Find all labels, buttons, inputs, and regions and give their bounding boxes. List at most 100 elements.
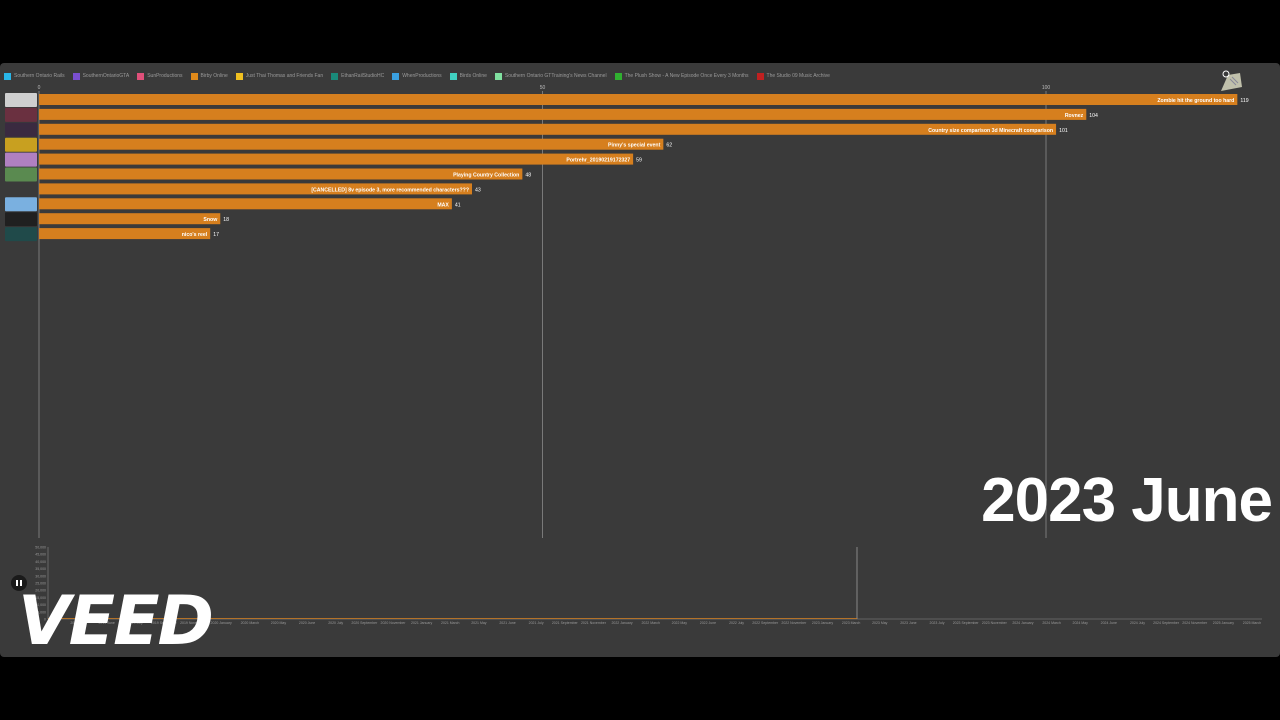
timeline-x-tick: 2023 July — [930, 621, 945, 625]
legend-label: The Plush Show - A New Episode Once Ever… — [624, 73, 749, 79]
legend-label: Southern Ontario GTTraining's News Chann… — [504, 73, 607, 79]
legend-item[interactable]: Southern Ontario GTTraining's News Chann… — [494, 72, 607, 80]
timeline-x-tick: 2025 March — [1243, 621, 1262, 625]
timeline-y-tick: 45,000 — [35, 553, 46, 557]
timeline-x-tick: 2019 June — [98, 621, 114, 625]
legend-label: The Studio 09 Music Archive — [766, 73, 830, 79]
legend-swatch — [614, 72, 622, 80]
timeline-x-tick: 2022 November — [781, 621, 807, 625]
bar-thumbnail — [5, 137, 37, 152]
timeline-x-tick: 2020 September — [351, 621, 378, 625]
legend-swatch — [449, 72, 457, 80]
legend-swatch — [756, 72, 764, 80]
timeline-x-tick: 2022 June — [700, 621, 716, 625]
timeline-x-tick: 2020 November — [381, 621, 407, 625]
legend-item[interactable]: The Plush Show - A New Episode Once Ever… — [614, 72, 749, 80]
timeline-x-tick: 2023 November — [982, 621, 1008, 625]
timeline-x-tick: 2023 May — [872, 621, 888, 625]
bar — [39, 213, 221, 225]
bar-thumbnail — [5, 167, 37, 182]
bar-label: Country size comparison 3d Minecraft com… — [928, 128, 1053, 134]
legend-item[interactable]: The Studio 09 Music Archive — [756, 72, 830, 80]
legend-swatch — [331, 72, 339, 80]
timeline-y-tick: 30,000 — [35, 574, 46, 578]
legend-label: Just Thai Thomas and Friends Fan — [245, 73, 324, 79]
legend-swatch — [72, 72, 80, 80]
legend-label: SouthernOntarioGTA — [82, 73, 130, 79]
timeline-x-tick: 2021 June — [499, 621, 515, 625]
period-label: 2023 June — [981, 466, 1273, 535]
timeline-x-tick: 2020 January — [211, 621, 232, 625]
x-tick-label: 0 — [38, 85, 41, 91]
x-tick-label: 100 — [1042, 85, 1051, 91]
bar-label: Portrehr_20190219172327 — [566, 158, 630, 164]
bar-label: Rovnez — [1065, 113, 1084, 119]
bar-label: Zombie hit the ground too hard — [1157, 98, 1234, 104]
timeline-x-tick: 2024 May — [1073, 621, 1089, 625]
legend-label: WhenProductions — [402, 73, 442, 79]
timeline-x-tick: 2020 March — [241, 621, 260, 625]
bar-value: 104 — [1089, 113, 1098, 119]
legend-item[interactable]: Birby Online — [190, 72, 228, 80]
timeline-y-tick: 20,000 — [35, 589, 46, 593]
bar — [39, 138, 664, 150]
timeline-x-tick: 2023 June — [900, 621, 916, 625]
timeline-x-tick: 2021 July — [529, 621, 544, 625]
timeline-x-tick: 2023 September — [953, 621, 980, 625]
bar-thumbnail — [5, 122, 37, 137]
timeline-x-tick: 2020 June — [299, 621, 315, 625]
bar-label: nico's reel — [182, 232, 208, 238]
bar-label: Playing Country Collection — [453, 173, 519, 179]
bar-label: Snow — [203, 217, 218, 223]
bar — [39, 123, 1057, 135]
bar-thumbnail — [5, 212, 37, 227]
watermark-logo: VEED — [18, 582, 214, 661]
legend-swatch — [494, 72, 502, 80]
legend-swatch — [190, 72, 198, 80]
bar — [39, 153, 634, 165]
timeline-x-tick: 2022 March — [641, 621, 660, 625]
legend-item[interactable]: Southern Ontario Rails — [4, 72, 65, 80]
timeline-y-tick: 0 — [44, 618, 46, 622]
legend-item[interactable]: SunProductions — [137, 72, 183, 80]
timeline-x-tick: 2024 September — [1153, 621, 1180, 625]
bar-value: 119 — [1240, 98, 1248, 104]
legend: Southern Ontario Rails SouthernOntarioGTA… — [4, 70, 1276, 82]
legend-swatch — [392, 72, 400, 80]
x-tick-label: 50 — [540, 85, 546, 91]
legend-item[interactable]: Just Thai Thomas and Friends Fan — [235, 72, 324, 80]
legend-item[interactable]: EthanRailStudioHC — [331, 72, 385, 80]
timeline-x-tick: 2019 November — [180, 621, 206, 625]
timeline-x-tick: 2021 March — [441, 621, 460, 625]
timeline-x-tick: 2024 June — [1101, 621, 1117, 625]
bar — [39, 183, 473, 195]
bar-thumbnail — [5, 152, 37, 167]
timeline-x-tick: 2024 January — [1012, 621, 1033, 625]
bar-value: 17 — [213, 232, 219, 238]
timeline-x-tick: 2020 July — [328, 621, 343, 625]
legend-item[interactable]: SouthernOntarioGTA — [72, 72, 130, 80]
bar-value: 101 — [1059, 128, 1068, 134]
legend-label: Southern Ontario Rails — [14, 73, 65, 79]
bar-value: 59 — [636, 158, 642, 164]
timeline-x-tick: 2024 November — [1182, 621, 1208, 625]
timeline-x-tick: 2019 July — [128, 621, 143, 625]
bar-label: MAX — [437, 202, 449, 208]
timeline-x-tick: 2019 May — [70, 621, 86, 625]
bar — [39, 94, 1238, 105]
bar — [39, 108, 1087, 120]
bar-thumbnail — [5, 197, 37, 212]
bar-thumbnail — [5, 107, 37, 122]
bar — [39, 168, 523, 180]
timeline-x-tick: 2024 July — [1130, 621, 1145, 625]
legend-item[interactable]: Birds Online — [449, 72, 487, 80]
legend-label: EthanRailStudioHC — [341, 73, 385, 79]
legend-item[interactable]: WhenProductions — [392, 72, 442, 80]
pause-button[interactable] — [11, 575, 27, 591]
timeline-x-tick: 2022 September — [752, 621, 779, 625]
timeline-x-tick: 2022 January — [611, 621, 632, 625]
bar — [39, 198, 452, 210]
bar-thumbnail — [5, 93, 37, 107]
bar-thumbnail — [5, 227, 37, 242]
timeline-x-tick: 2022 May — [672, 621, 688, 625]
